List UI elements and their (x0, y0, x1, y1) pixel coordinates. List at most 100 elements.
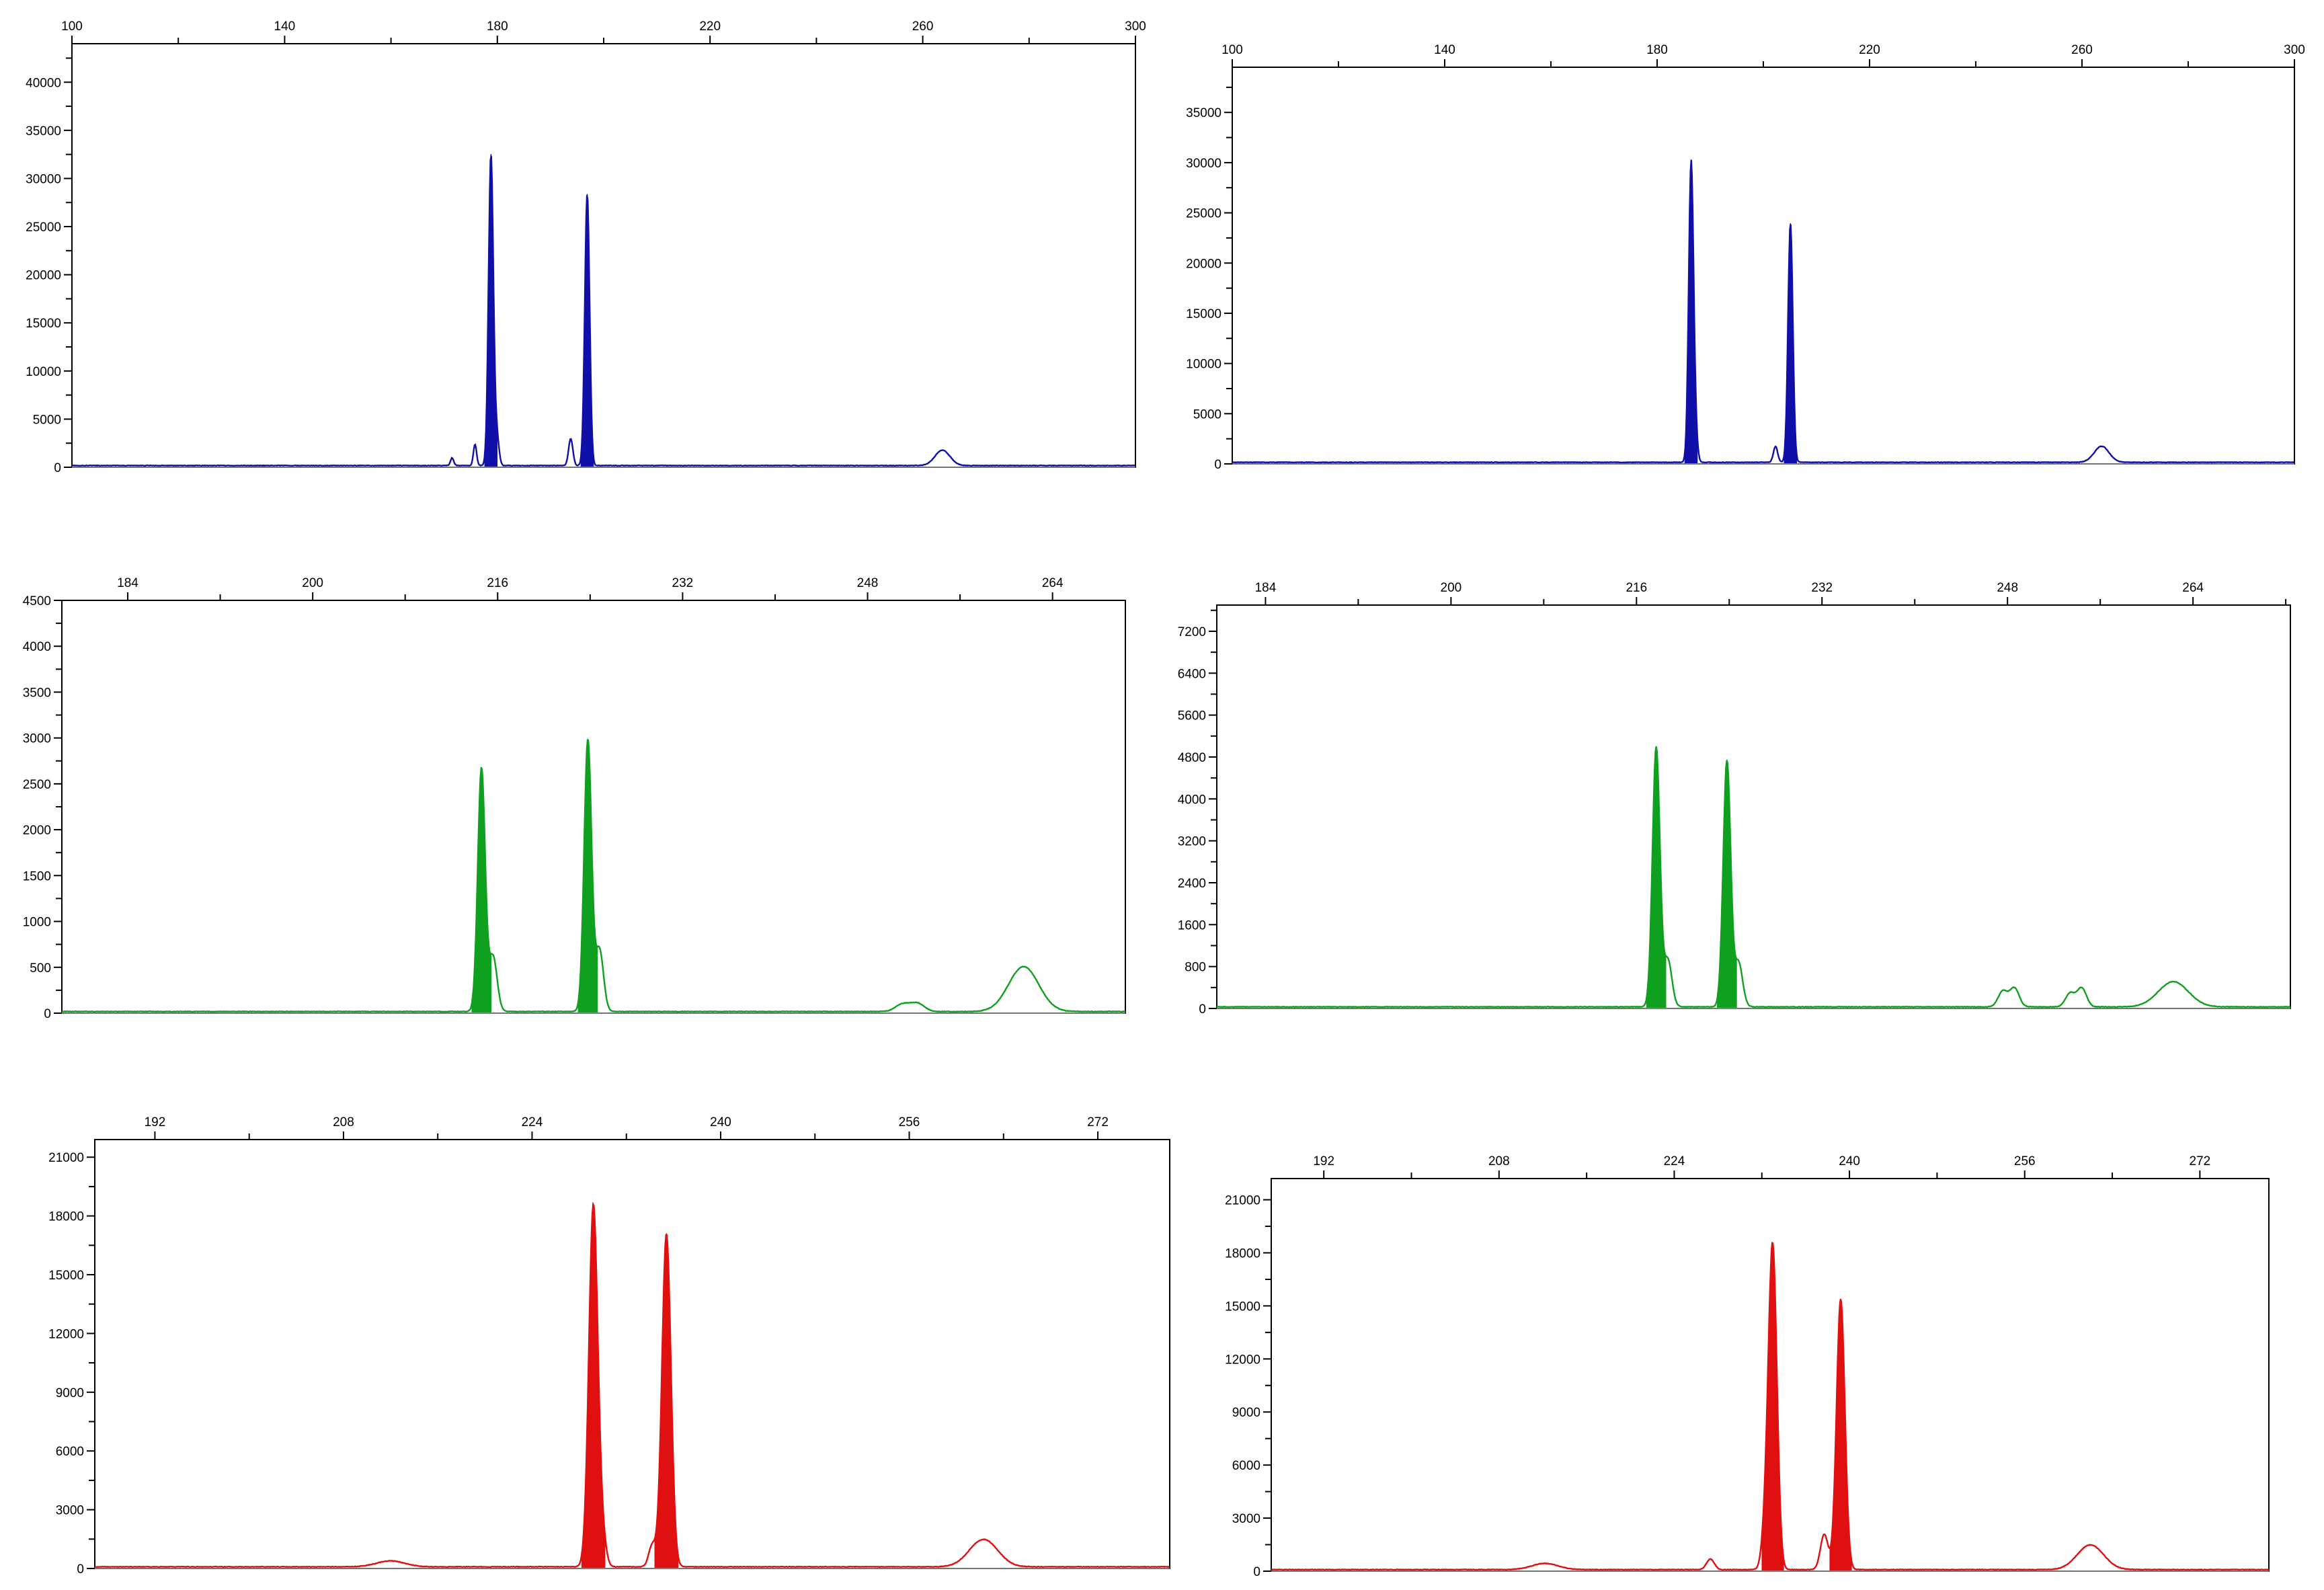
x-tick-label: 140 (1434, 43, 1455, 57)
y-tick-label: 9000 (1232, 1406, 1260, 1420)
x-tick-label: 220 (699, 19, 721, 34)
y-tick-label: 2000 (23, 824, 51, 838)
x-tick-label: 232 (672, 576, 694, 590)
chart-panel-3: 184 200 216 232 248 264 0 500 1000 1500 2000 2500 30… (23, 576, 1126, 1021)
y-tick-label: 0 (1214, 458, 1221, 472)
x-tick-label: 192 (1313, 1154, 1334, 1168)
signal-trace (1232, 159, 2295, 464)
y-tick-label: 3000 (23, 732, 51, 746)
y-tick-label: 7200 (1178, 625, 1206, 639)
y-tick-label: 10000 (1186, 358, 1221, 372)
x-tick-label: 264 (1042, 576, 1064, 590)
y-tick-label: 1500 (23, 869, 51, 883)
x-tick-label: 248 (1997, 581, 2018, 595)
x-tick-label: 192 (145, 1115, 166, 1129)
y-tick-label: 5600 (1178, 709, 1206, 723)
y-tick-label: 500 (30, 961, 51, 976)
y-tick-label: 4000 (1178, 793, 1206, 807)
x-tick-label: 256 (2014, 1154, 2036, 1168)
y-tick-label: 35000 (1186, 106, 1221, 120)
x-tick-label: 184 (117, 576, 138, 590)
x-tick-label: 224 (522, 1115, 543, 1129)
y-tick-label: 1600 (1178, 918, 1206, 932)
y-tick-label: 5000 (1193, 407, 1221, 422)
x-tick-label: 200 (1441, 581, 1462, 595)
y-tick-label: 1000 (23, 916, 51, 930)
signal-trace (1216, 746, 2291, 1008)
y-tick-label: 15000 (1186, 307, 1221, 321)
y-tick-label: 15000 (26, 317, 61, 331)
signal-trace (61, 739, 1126, 1013)
x-tick-label: 300 (2284, 43, 2305, 57)
chart-panel-1: 100 140 180 220 260 300 0 5000 10000 15000 20000 25… (26, 19, 1146, 475)
y-tick-label: 20000 (1186, 257, 1221, 271)
y-tick-label: 4800 (1178, 751, 1206, 765)
y-tick-label: 0 (77, 1562, 84, 1577)
y-tick-label: 30000 (1186, 157, 1221, 171)
x-tick-label: 260 (2071, 43, 2093, 57)
x-tick-label: 216 (1626, 581, 1647, 595)
y-tick-label: 0 (1253, 1565, 1260, 1579)
y-tick-label: 6000 (1232, 1459, 1260, 1473)
signal-trace (71, 155, 1136, 467)
x-tick-label: 248 (857, 576, 879, 590)
y-tick-label: 30000 (26, 172, 61, 186)
x-tick-label: 224 (1664, 1154, 1685, 1168)
y-tick-label: 3000 (1232, 1512, 1260, 1526)
x-tick-label: 200 (302, 576, 323, 590)
y-tick-label: 5000 (33, 413, 61, 427)
plot-frame (94, 1139, 1170, 1569)
y-tick-label: 6000 (56, 1445, 84, 1459)
y-tick-label: 2400 (1178, 877, 1206, 891)
chart-panel-6: 192 208 224 240 256 272 0 3000 6000 9000 12000 1500… (1225, 1154, 2270, 1579)
y-tick-label: 12000 (48, 1327, 84, 1341)
chart-panel-2: 100 140 180 220 260 300 0 5000 10000 15000 20000 25… (1186, 43, 2305, 472)
x-tick-label: 220 (1859, 43, 1880, 57)
signal-trace (94, 1201, 1170, 1568)
plot-frame (1232, 67, 2295, 465)
x-tick-label: 100 (61, 19, 83, 34)
y-tick-label: 15000 (1225, 1300, 1260, 1314)
y-tick-label: 35000 (26, 124, 61, 138)
y-tick-label: 4000 (23, 640, 51, 654)
y-tick-label: 4500 (23, 594, 51, 608)
x-tick-label: 208 (333, 1115, 354, 1129)
y-tick-label: 40000 (26, 76, 61, 90)
x-tick-label: 180 (1646, 43, 1668, 57)
y-tick-label: 0 (54, 461, 61, 475)
y-tick-label: 25000 (26, 221, 61, 235)
y-tick-label: 20000 (26, 269, 61, 283)
y-tick-label: 3500 (23, 686, 51, 700)
y-tick-label: 3200 (1178, 835, 1206, 849)
x-tick-label: 240 (710, 1115, 731, 1129)
x-tick-label: 232 (1811, 581, 1833, 595)
plot-frame (71, 43, 1136, 468)
x-tick-label: 184 (1255, 581, 1277, 595)
y-tick-label: 0 (44, 1007, 51, 1021)
x-tick-label: 300 (1125, 19, 1146, 34)
x-tick-label: 208 (1488, 1154, 1510, 1168)
chart-panel-4: 184 200 216 232 248 264 0 800 1600 2400 3200 4000 48… (1178, 581, 2291, 1017)
y-tick-label: 2500 (23, 778, 51, 792)
y-tick-label: 6400 (1178, 667, 1206, 681)
signal-trace (1271, 1242, 2270, 1571)
x-tick-label: 180 (487, 19, 508, 34)
y-tick-label: 10000 (26, 365, 61, 379)
y-tick-label: 800 (1185, 961, 1206, 975)
y-tick-label: 21000 (1225, 1194, 1260, 1208)
y-tick-label: 12000 (1225, 1353, 1260, 1367)
x-tick-label: 272 (2190, 1154, 2211, 1168)
x-tick-label: 264 (2182, 581, 2204, 595)
y-tick-label: 25000 (1186, 207, 1221, 221)
x-tick-label: 240 (1839, 1154, 1860, 1168)
y-tick-label: 0 (1199, 1002, 1206, 1017)
chart-panel-5: 192 208 224 240 256 272 0 3000 6000 9000 12000 1500… (48, 1115, 1170, 1577)
y-tick-label: 18000 (48, 1210, 84, 1224)
x-tick-label: 260 (912, 19, 934, 34)
plot-frame (1216, 604, 2291, 1009)
y-tick-label: 9000 (56, 1386, 84, 1400)
x-tick-label: 100 (1221, 43, 1243, 57)
x-tick-label: 256 (899, 1115, 920, 1129)
x-tick-label: 140 (274, 19, 296, 34)
